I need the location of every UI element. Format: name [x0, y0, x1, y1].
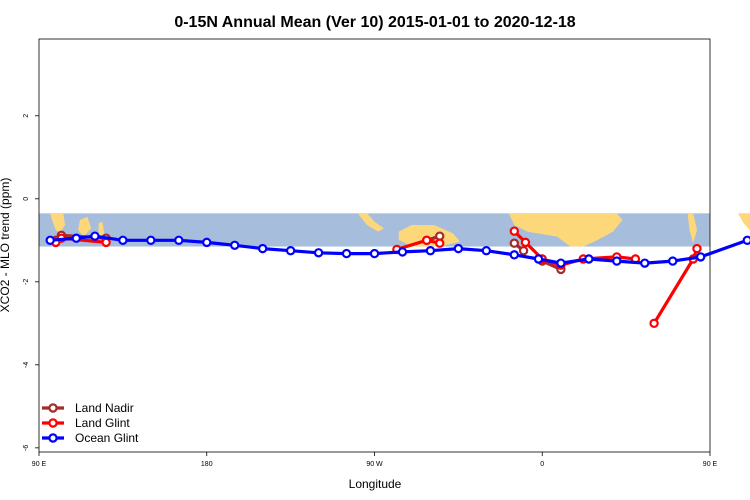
- map-land-0: [50, 213, 66, 234]
- x-tick-label-2: 90 W: [366, 461, 383, 468]
- legend-label-2: Ocean Glint: [75, 431, 139, 445]
- series-2-point: [509, 250, 519, 260]
- x-tick-label-0: 90 E: [32, 461, 47, 468]
- series-2-point: [257, 243, 268, 254]
- series-2-point: [481, 245, 492, 256]
- y-tick-label-4: -6: [23, 445, 30, 451]
- series-2-point: [556, 258, 566, 268]
- chart-title: 0-15N Annual Mean (Ver 10) 2015-01-01 to…: [174, 14, 575, 31]
- legend-marker-2: [48, 433, 58, 443]
- series-2-point: [118, 235, 128, 246]
- series-1-point: [509, 226, 519, 236]
- map-land-1: [78, 216, 92, 237]
- series-2-point: [533, 254, 544, 264]
- series-2-point: [202, 237, 212, 248]
- y-tick-label-0: 2: [23, 114, 30, 118]
- series-2-point: [612, 256, 622, 266]
- series-1-point: [101, 237, 111, 248]
- y-axis-label: XCO2 - MLO trend (ppm): [0, 178, 12, 313]
- series-2-point: [285, 245, 296, 256]
- series-2-point: [640, 258, 650, 268]
- map-land-5: [508, 213, 623, 247]
- y-axis: 2 0 -2 -4 -6: [23, 114, 39, 451]
- series-2-point: [146, 235, 156, 246]
- y-tick-label-2: -2: [23, 279, 30, 285]
- y-tick-label-1: 0: [23, 197, 30, 201]
- series-1-point: [649, 318, 659, 329]
- series-1-point: [421, 235, 432, 246]
- legend-marker-1: [48, 418, 58, 428]
- series-0-point: [509, 238, 519, 248]
- legend-label-1: Land Glint: [75, 416, 130, 430]
- series-2-point: [668, 256, 678, 266]
- map-land-6: [687, 213, 697, 244]
- series-2-point: [425, 245, 436, 256]
- series-2-point: [397, 247, 408, 257]
- series-2-point: [453, 243, 464, 254]
- series-0-point: [518, 245, 529, 256]
- series-2-point: [230, 240, 240, 250]
- x-axis-label: Longitude: [349, 477, 402, 491]
- series-2-point: [90, 231, 100, 241]
- legend-label-0: Land Nadir: [75, 401, 134, 415]
- map-land-4: [398, 225, 461, 247]
- series-2-point: [341, 248, 352, 259]
- series-2-point: [174, 235, 184, 246]
- series-2-point: [584, 254, 594, 264]
- series-1-point: [692, 243, 702, 254]
- series-layer: [45, 226, 750, 329]
- y-tick-label-3: -4: [23, 362, 30, 368]
- series-1-point: [520, 237, 531, 248]
- series-2-point: [45, 235, 55, 246]
- x-tick-label-3: 0: [540, 461, 544, 468]
- series-2-point: [695, 252, 706, 262]
- series-2: [45, 231, 750, 268]
- map-land-3: [357, 213, 384, 232]
- map-land-7: [738, 213, 750, 231]
- series-1-point: [435, 238, 445, 248]
- x-tick-label-1: 180: [201, 461, 213, 468]
- series-2-point: [71, 233, 81, 243]
- x-tick-label-4: 90 E: [703, 461, 718, 468]
- legend-marker-0: [48, 403, 58, 413]
- series-2-point: [313, 248, 324, 258]
- series-2-point: [369, 248, 380, 259]
- series-2-point: [742, 235, 750, 246]
- map-land-2: [98, 221, 105, 239]
